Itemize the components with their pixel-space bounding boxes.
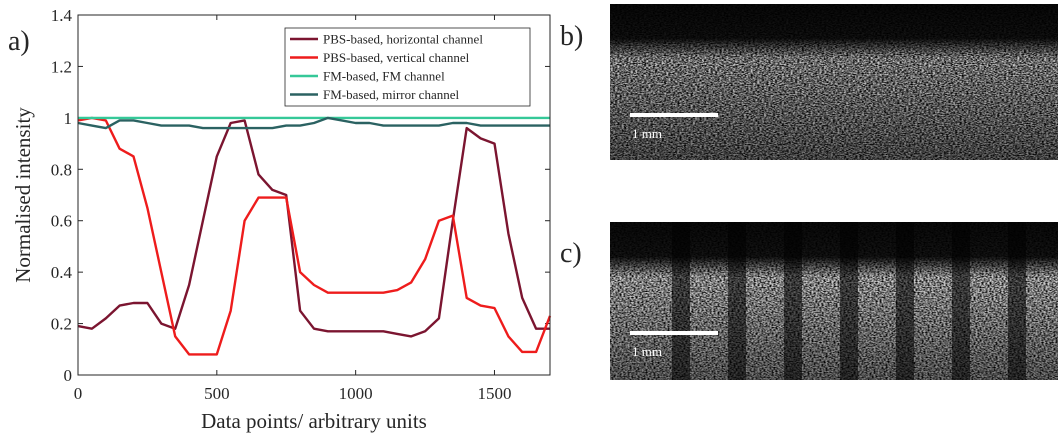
scale-bar-label: 1 mm [632,126,662,141]
x-tick-label: 0 [74,384,83,403]
data-line [77,119,550,338]
panel-label: b) [560,21,583,52]
y-axis-label: Normalised intensity [11,107,35,283]
y-tick-label: 1.2 [51,57,72,76]
image-c: 1 mm [610,222,1058,380]
y-tick-label: 0.4 [51,263,73,282]
y-tick-label: 0.2 [51,315,72,334]
data-line [77,116,552,356]
x-axis-label: Data points/ arbitrary units [201,409,427,433]
image-b: 1 mm [610,4,1058,160]
x-tick-label: 1500 [477,384,511,403]
legend: PBS-based, horizontal channel PBS-based, … [284,27,531,107]
axes-box [77,14,551,376]
scale-bar-label: 1 mm [632,344,662,359]
data-line [77,116,550,130]
legend-label: FM-based, mirror channel [323,87,459,102]
y-tick-label: 1.4 [51,6,73,25]
legend-label: FM-based, FM channel [323,69,445,84]
y-tick-label: 1 [64,109,73,128]
y-tick-label: 0.6 [51,212,72,231]
legend-label: PBS-based, vertical channel [323,50,470,65]
legend-label: PBS-based, horizontal channel [323,32,483,47]
panel-label: c) [560,238,582,269]
x-tick-label: 1000 [339,384,373,403]
y-tick-label: 0 [64,366,73,385]
y-tick-label: 0.8 [51,160,72,179]
legend-box [284,27,531,107]
x-tick-label: 500 [204,384,230,403]
panel-label: a) [8,26,30,57]
